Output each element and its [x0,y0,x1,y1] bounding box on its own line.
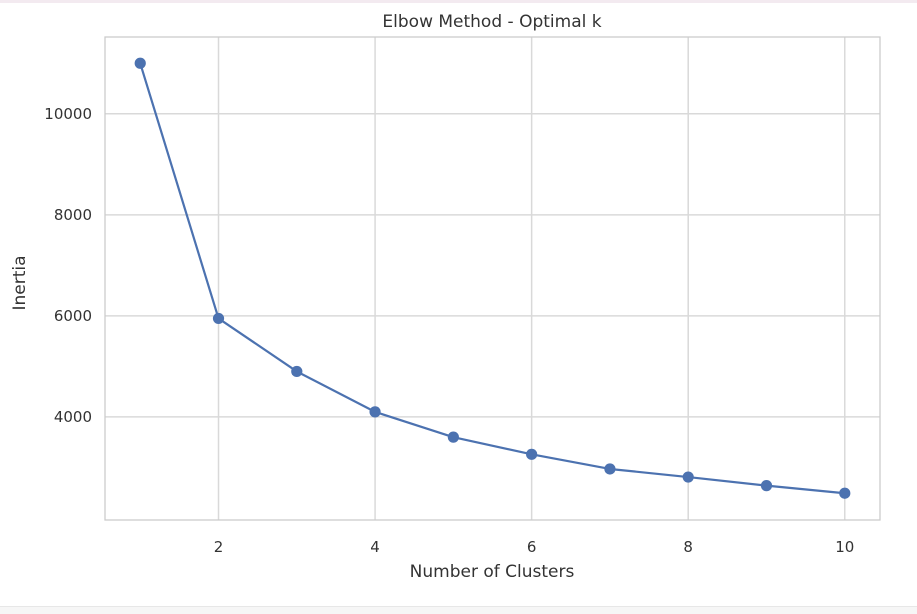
plot-area [105,37,880,520]
y-axis-title: Inertia [10,255,30,310]
bottom-divider [0,606,917,614]
plot-frame [104,36,881,521]
x-axis-title: Number of Clusters [410,562,575,582]
data-point [134,57,146,69]
x-tick-label: 6 [527,538,537,556]
data-point [212,312,225,325]
series-line [139,62,845,495]
data-point [526,448,538,460]
x-tick-label: 10 [835,538,854,556]
top-divider [0,0,917,3]
x-tick-label: 4 [370,538,380,556]
data-point [604,463,616,475]
y-tick-label: 6000 [54,307,92,325]
data-point [682,471,694,483]
chart-title: Elbow Method - Optimal k [382,12,601,32]
grid-lines [105,37,880,520]
x-tick-label: 2 [214,538,224,556]
y-tick-label: 4000 [54,408,92,426]
x-tick-label: 8 [683,538,693,556]
y-tick-label: 8000 [54,206,92,224]
data-point [447,431,459,443]
series-layer [134,57,851,499]
data-point [760,480,773,492]
data-point [839,487,851,499]
x-tick-labels: 2 4 6 8 10 [214,538,855,556]
y-tick-label: 10000 [44,105,92,123]
data-point [369,406,381,418]
data-point [291,365,303,378]
y-tick-labels: 4000 6000 8000 10000 [44,105,92,426]
